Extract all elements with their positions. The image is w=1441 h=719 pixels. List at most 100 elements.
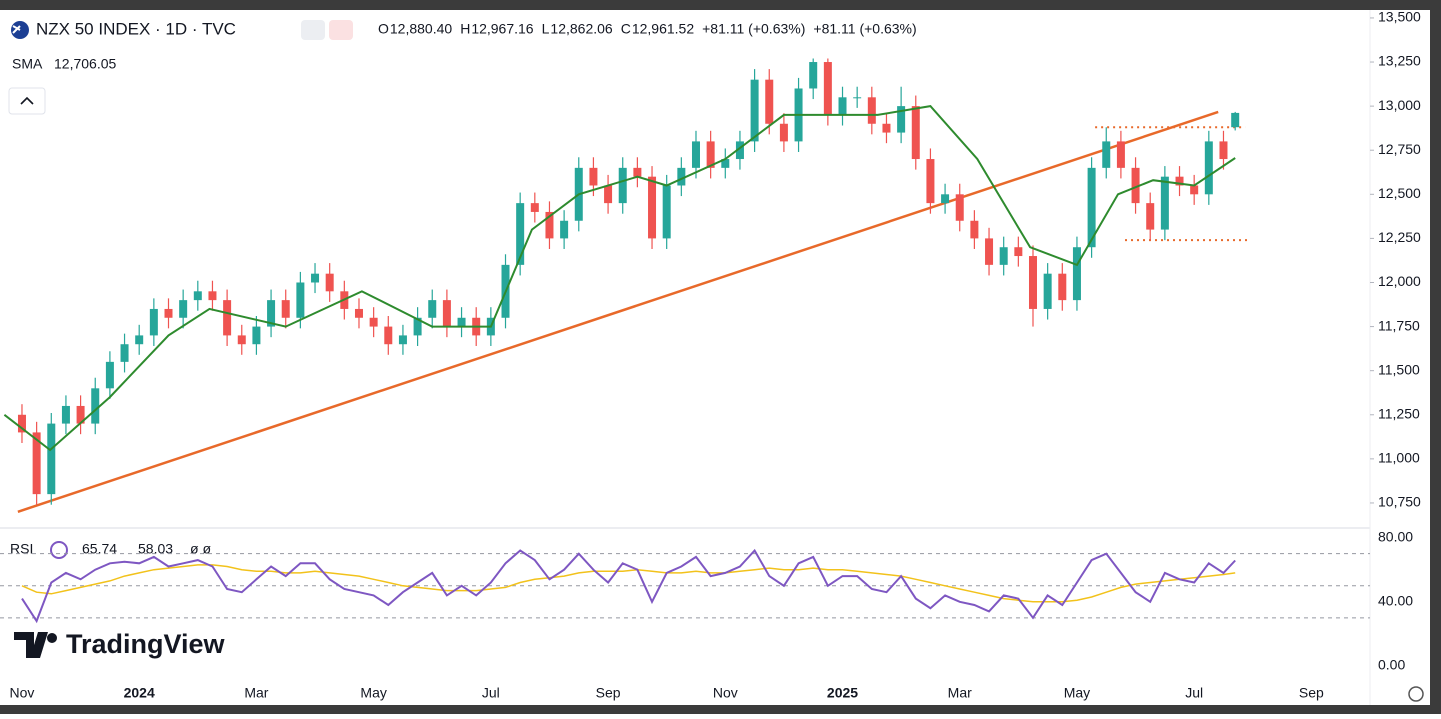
candle-body <box>354 308 363 318</box>
candle-body <box>267 300 276 327</box>
quote-text: 12,862.06 <box>550 21 612 37</box>
quote-text: +81.11 (+0.63%) <box>813 21 916 37</box>
candle-body <box>457 317 466 327</box>
candle-body <box>662 185 671 239</box>
quote-line: O 12,880.40 H 12,967.16 L 12,862.06 C 12,961.52… <box>378 21 917 37</box>
x-tick-label: Sep <box>1299 685 1324 701</box>
sma-name: SMA <box>12 56 43 72</box>
candle-body <box>618 167 627 204</box>
candle-body <box>589 167 598 186</box>
candle-body <box>32 432 41 495</box>
x-tick-label: Jul <box>1185 685 1203 701</box>
y-tick-label: 13,500 <box>1378 9 1421 25</box>
candle-body <box>779 123 788 142</box>
candle-body <box>135 335 144 345</box>
chart-title: NZX 50 INDEX · 1D · TVC <box>36 19 236 38</box>
quote-text: 12,880.40 <box>390 21 452 37</box>
candle-body <box>398 335 407 345</box>
candle-body <box>179 300 188 318</box>
candle-body <box>76 405 85 424</box>
candle-body <box>604 185 613 204</box>
logo-dot <box>47 633 57 643</box>
x-tick-label: Nov <box>713 685 738 701</box>
rsi-extra: ø ø <box>190 541 211 557</box>
x-tick-label: Sep <box>596 685 621 701</box>
rsi-ma-value: 58.03 <box>138 541 173 557</box>
candle-body <box>516 203 525 265</box>
candle-body <box>985 238 994 265</box>
y-tick-label: 13,250 <box>1378 53 1421 69</box>
candle-body <box>1219 141 1228 160</box>
y-tick-label: 13,000 <box>1378 97 1421 113</box>
chart-area <box>0 10 1430 705</box>
rsi-icon[interactable] <box>50 541 68 559</box>
candle-body <box>1131 167 1140 204</box>
x-tick-label: 2024 <box>124 685 155 701</box>
plot: 10,750 11,000 11,250 11,500 11,750 12,000 12,2… <box>0 9 1421 701</box>
rsi-name: RSI <box>10 541 33 557</box>
candle-body <box>1146 203 1155 230</box>
trendline <box>17 110 1219 513</box>
candle-body <box>530 203 539 212</box>
y-tick-label: 12,000 <box>1378 273 1421 289</box>
candle-body <box>897 106 906 133</box>
candle-body <box>281 300 290 318</box>
candle-body <box>955 194 964 221</box>
candle-body <box>706 141 715 168</box>
rsi-ma-line <box>21 564 1236 603</box>
rsi-line <box>21 548 1236 624</box>
x-tick-label: May <box>1064 685 1090 701</box>
candle-body <box>47 423 56 495</box>
collapse-icon <box>20 96 34 105</box>
candle-body <box>384 326 393 345</box>
candle-body <box>750 79 759 142</box>
rsi-tick-label: 80.00 <box>1378 528 1413 544</box>
candle-body <box>369 317 378 327</box>
candle-body <box>867 97 876 124</box>
candle-body <box>1175 176 1184 186</box>
quote-text: O <box>378 21 389 37</box>
candle-body <box>970 220 979 239</box>
quote-text: H <box>460 21 470 37</box>
x-tick-label: Mar <box>244 685 268 701</box>
chip-button[interactable] <box>329 20 353 40</box>
watermark: TradingView <box>66 629 226 659</box>
candle-body <box>648 176 657 239</box>
candle-body <box>17 414 26 433</box>
candle-body <box>237 335 246 345</box>
x-tick-label: 2025 <box>827 685 858 701</box>
candle-body <box>325 273 334 292</box>
settings-icon[interactable] <box>1408 686 1424 702</box>
candle-body <box>413 317 422 336</box>
chip-button[interactable] <box>301 20 325 40</box>
candle-body <box>823 62 832 115</box>
candle-body <box>677 167 686 186</box>
quote-text: 12,961.52 <box>632 21 694 37</box>
collapse-button[interactable] <box>8 87 46 115</box>
candle-body <box>1160 176 1169 230</box>
y-tick-label: 11,500 <box>1378 361 1420 377</box>
y-tick-label: 10,750 <box>1378 494 1421 510</box>
x-tick-label: Jul <box>482 685 500 701</box>
candle-body <box>999 247 1008 265</box>
candle-body <box>853 97 862 99</box>
candle-body <box>1190 185 1199 195</box>
candle-body <box>311 273 320 283</box>
y-tick-label: 12,250 <box>1378 229 1421 245</box>
candle-body <box>223 300 232 336</box>
rsi-tick-label: 40.00 <box>1378 592 1413 608</box>
candle-body <box>809 62 818 89</box>
rsi-value: 65.74 <box>82 541 117 557</box>
candle-body <box>765 79 774 124</box>
candle-body <box>1102 141 1111 168</box>
candle-body <box>164 308 173 318</box>
candle-body <box>61 405 70 424</box>
candle-body <box>1072 247 1081 301</box>
candle-body <box>1204 141 1213 195</box>
x-tick-label: May <box>360 685 386 701</box>
candle-body <box>735 141 744 160</box>
candle-body <box>691 141 700 168</box>
y-tick-label: 11,250 <box>1378 405 1420 421</box>
quote-text: L <box>542 21 550 37</box>
candle-body <box>721 159 730 168</box>
